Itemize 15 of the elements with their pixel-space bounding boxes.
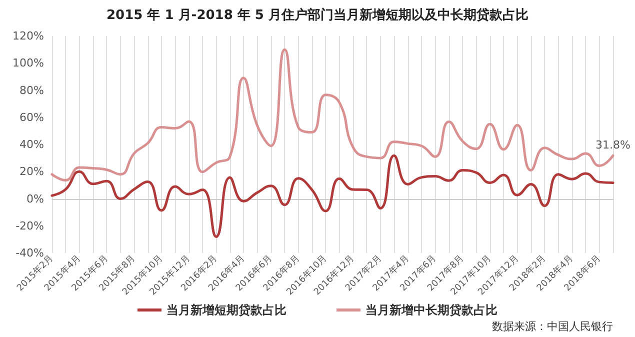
chart-title: 2015 年 1 月-2018 年 5 月住户部门当月新增短期以及中长期贷款占比 [106,7,529,23]
y-tick-label: 20% [20,165,44,178]
y-tick-label: -20% [16,219,44,232]
legend-label: 当月新增中长期贷款占比 [366,303,498,317]
y-tick-label: 60% [20,110,44,124]
y-tick-label: -40% [16,246,44,260]
y-tick-label: 100% [12,56,44,70]
y-tick-label: 40% [20,138,44,151]
y-tick-label: 0% [26,192,44,206]
y-tick-label: 120% [12,30,44,42]
data-label: 31.8% [596,138,630,152]
legend-label: 当月新增短期贷款占比 [166,303,286,317]
y-tick-label: 80% [20,84,44,97]
source-note: 数据来源：中国人民银行 [492,320,613,333]
line-series [50,154,614,238]
